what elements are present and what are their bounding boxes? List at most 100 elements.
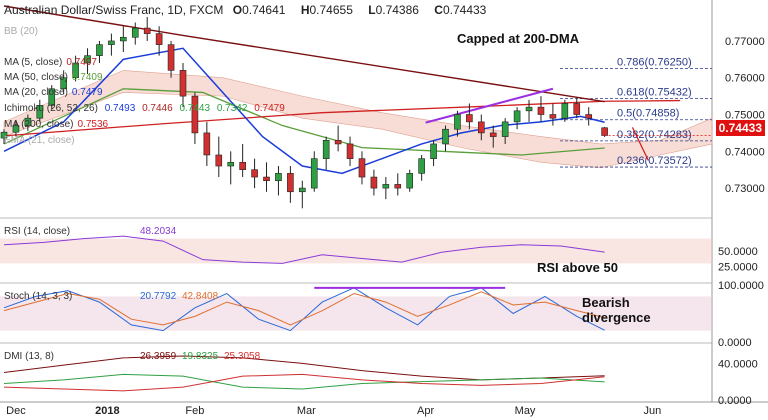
candle-body (179, 70, 187, 97)
candle-body (573, 103, 581, 115)
price-tick-label: 0.77000 (725, 36, 765, 48)
time-tick-label: Dec (6, 405, 26, 417)
candle-body (358, 158, 366, 178)
annotation-divergence: Bearish divergence (582, 295, 651, 325)
indicator-line (3, 291, 605, 326)
candle-body (442, 128, 449, 145)
symbol-title[interactable]: Australian Dollar/Swiss Franc, 1D, FXCM (4, 3, 224, 17)
ohlc-low: L0.74386 (368, 3, 419, 17)
time-tick-label: Mar (297, 405, 316, 417)
candle-body (227, 162, 235, 167)
current-price-label: 0.74433 (715, 120, 765, 136)
rising-wedge-line (425, 87, 554, 124)
indicator-value-label: 42.8408 (182, 291, 219, 302)
resistance-trendline (3, 5, 605, 103)
candle-body (382, 184, 390, 189)
indicator-line (3, 373, 605, 390)
candle-body (60, 77, 67, 90)
candle-body (525, 106, 533, 112)
legend-bb[interactable]: BB (20) (4, 26, 38, 37)
stoch-pane: 100.0000 0.0000 Stoch (14, 3, 3) 20.7792 42.… (0, 280, 764, 349)
candle-body (191, 95, 199, 134)
candle-body (72, 62, 79, 79)
ma20-line (3, 47, 605, 175)
candle-body (478, 121, 485, 134)
fib-level-label: 0.382(0.74283) (617, 129, 692, 141)
candle-body (299, 187, 306, 193)
ohlc-close: C0.74433 (434, 3, 487, 17)
indicator-title: Stoch (14, 3, 3) (4, 291, 72, 302)
candle-body (394, 184, 402, 189)
indicator-value-label: 26.3959 (140, 351, 177, 362)
candle-body (131, 27, 139, 38)
ema21-line (3, 88, 605, 156)
legend-ichimoku[interactable]: Ichimoku (26, 52, 26) 0.7493 0.7446 0.74… (4, 103, 285, 114)
candle-body (108, 40, 115, 45)
candle-body (513, 110, 521, 123)
candle-body (167, 44, 175, 71)
candle-body (239, 162, 246, 170)
candle-body (454, 114, 461, 130)
indicator-title: RSI (14, close) (4, 226, 70, 237)
fib-level-label: 0.5(0.74858) (617, 108, 679, 120)
candle-body (24, 117, 32, 126)
candle-body (143, 27, 151, 34)
indicator-title: DMI (13, 8) (4, 351, 54, 362)
price-pane: 0.786(0.76250) 0.618(0.75432) 0.5(0.74858)… (0, 5, 713, 209)
candle-body (96, 44, 103, 56)
candle-body (430, 143, 437, 159)
legend-ma200[interactable]: MA (200, close) 0.7536 (4, 119, 109, 130)
indicator-tick-label: 100.0000 (718, 280, 764, 292)
time-tick-label: Jun (643, 405, 661, 417)
indicator-value-label: 20.7792 (140, 291, 177, 302)
indicator-tick-label: 40.0000 (718, 358, 758, 370)
grid (0, 0, 768, 403)
time-tick-label: May (515, 405, 536, 417)
price-tick-label: 0.75000 (725, 110, 765, 122)
candle-body (120, 36, 127, 42)
time-tick-label: 2018 (95, 405, 119, 417)
legend-ma50[interactable]: MA (50, close) 0.7409 (4, 72, 103, 83)
candle-body (84, 55, 91, 64)
candle-body (310, 158, 318, 189)
indicator-value-label: 25.3058 (224, 351, 261, 362)
candle-body (418, 158, 425, 174)
indicator-line (3, 355, 605, 381)
candle-body (36, 105, 44, 119)
ichimoku-cloud (3, 70, 713, 169)
candle-body (501, 121, 509, 137)
price-tick-label: 0.76000 (725, 73, 765, 85)
candle-body (601, 127, 608, 136)
time-tick-label: Apr (417, 405, 434, 417)
fib-level-label: 0.618(0.75432) (617, 87, 692, 99)
annotation-rsi: RSI above 50 (537, 260, 618, 275)
legend-ma5[interactable]: MA (5, close) 0.7497 (4, 57, 97, 68)
indicator-line (3, 287, 605, 332)
indicator-line (3, 373, 605, 392)
candle-body (370, 176, 378, 189)
candle-body (155, 33, 163, 45)
candle-body (0, 131, 8, 139)
legend-ma20[interactable]: MA (20, close) 0.7479 (4, 87, 103, 98)
candle-body (12, 125, 20, 133)
candle-body (561, 103, 569, 119)
price-tick-label: 0.74000 (725, 146, 765, 158)
legend-ema21[interactable]: EMA (21, close) (4, 135, 75, 146)
candle-body (251, 169, 258, 178)
candle-body (549, 114, 557, 119)
ma200-line (3, 99, 681, 137)
ohlc-open: O0.74641 (232, 3, 286, 17)
indicator-tick-label: 25.0000 (718, 262, 758, 274)
price-tick-label: 0.73000 (725, 183, 765, 195)
candle-body (537, 106, 545, 115)
indicator-tick-label: 50.0000 (718, 246, 758, 258)
time-tick-label: Feb (185, 405, 204, 417)
indicator-line (3, 235, 605, 264)
candle-body (263, 176, 270, 182)
candle-body (322, 139, 330, 159)
candle-body (275, 173, 282, 182)
fib-level-label: 0.236(0.73572) (617, 155, 692, 167)
candle-body (346, 143, 354, 159)
rsi-pane: 50.0000 25.0000 RSI (14, close) 48.2034 (0, 226, 758, 274)
